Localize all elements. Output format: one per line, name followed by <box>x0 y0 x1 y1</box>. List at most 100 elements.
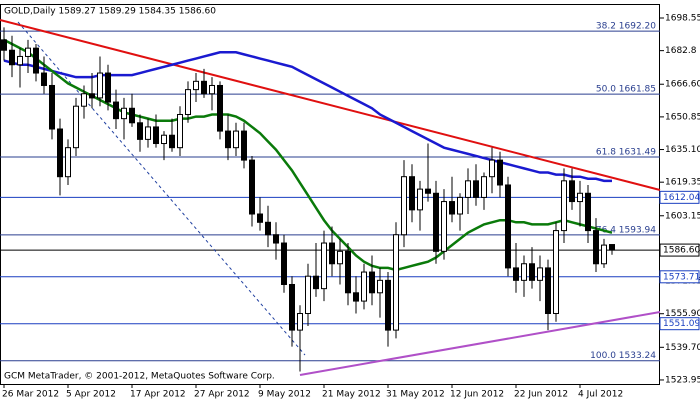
candle-body <box>249 159 255 215</box>
candle-body <box>601 244 607 265</box>
candle-body <box>569 180 575 203</box>
candle-body <box>121 107 127 120</box>
candle-body <box>369 271 375 294</box>
candle-body <box>409 176 415 211</box>
candle-body <box>241 130 247 161</box>
candle-body <box>17 55 23 66</box>
fibo-base-line <box>17 21 306 356</box>
support-trendline <box>299 311 661 376</box>
candle-body <box>217 84 223 132</box>
y-tick-label: 1682.8 <box>665 46 697 56</box>
candle-body <box>337 250 343 265</box>
x-tick-label: 5 Apr 2012 <box>66 390 116 400</box>
candle-body <box>25 47 31 57</box>
price-label: 1612.04 <box>663 193 700 203</box>
candle-body <box>417 188 423 211</box>
candle-body <box>73 105 79 149</box>
candle-body <box>81 93 87 107</box>
candle-body <box>377 279 383 294</box>
x-tick-label: 27 Apr 2012 <box>194 390 250 400</box>
candle-body <box>465 180 471 198</box>
fibo-label: 61.8 1631.49 <box>596 148 656 158</box>
candle-body <box>257 213 263 223</box>
candle-body <box>177 113 183 149</box>
chart-title: GOLD,Daily 1589.27 1589.29 1584.35 1586.… <box>4 7 216 17</box>
y-tick-label: 1635.10 <box>665 145 700 155</box>
candle-body <box>545 267 551 315</box>
candle-body <box>265 221 271 236</box>
candle-body <box>41 72 47 86</box>
candle-body <box>393 234 399 331</box>
price-label-box <box>659 317 700 331</box>
candle-body <box>297 313 303 331</box>
y-tick-label: 1555.90 <box>665 309 700 319</box>
candle-body <box>65 147 71 178</box>
candle-body <box>353 292 359 302</box>
candle-body <box>457 196 463 215</box>
footer: GCM MetaTrader, © 2001-2012, MetaQuotes … <box>4 372 275 382</box>
candle-body <box>537 267 543 281</box>
fibo-label: 100.0 1533.24 <box>590 351 656 361</box>
price-label: 1573.71 <box>663 272 700 282</box>
candle-body <box>593 230 599 265</box>
y-tick-label: 1539.70 <box>665 343 700 353</box>
y-tick-label: 1698.55 <box>665 13 700 23</box>
y-tick-label: 1666.60 <box>665 80 700 90</box>
candle-body <box>441 201 447 252</box>
candle-body <box>345 250 351 294</box>
candle-body <box>553 230 559 315</box>
candle-body <box>321 242 327 290</box>
candle-body <box>505 184 511 269</box>
x-tick-label: 21 May 2012 <box>322 390 381 400</box>
x-tick-label: 26 Mar 2012 <box>2 390 59 400</box>
candle-body <box>329 242 335 265</box>
candle-body <box>129 107 135 124</box>
x-tick-label: 31 May 2012 <box>386 390 445 400</box>
candle-body <box>113 101 119 120</box>
x-tick-label: 12 Jun 2012 <box>450 390 504 400</box>
candle-body <box>33 47 39 74</box>
candle-body <box>521 263 527 281</box>
fibo-label: 50.0 1661.85 <box>596 85 656 95</box>
candle-body <box>305 275 311 315</box>
x-tick-label: 9 May 2012 <box>258 390 311 400</box>
candle-body <box>473 180 479 198</box>
candle-body <box>161 134 167 145</box>
candle-body <box>137 122 143 140</box>
candle-body <box>401 176 407 236</box>
price-label-box <box>659 243 700 257</box>
candle-body <box>273 234 279 244</box>
candle-body <box>185 89 191 115</box>
candle-body <box>513 267 519 281</box>
candle-body <box>233 130 239 149</box>
candle-body <box>609 244 615 251</box>
candle-body <box>449 201 455 215</box>
fibo-label: 76.4 1593.94 <box>596 225 656 235</box>
candle-body <box>281 242 287 285</box>
candle-body <box>49 84 55 130</box>
candle-body <box>289 283 295 331</box>
candle-body <box>57 128 63 178</box>
candle-body <box>105 72 111 103</box>
candle-body <box>385 279 391 331</box>
candle-body <box>209 84 215 95</box>
candle-body <box>1 39 7 51</box>
price-label-box <box>659 270 700 284</box>
candle-body <box>193 80 199 91</box>
candle-body <box>561 180 567 232</box>
candle-body <box>481 176 487 198</box>
price-label: 1551.09 <box>663 319 700 329</box>
x-tick-label: 17 Apr 2012 <box>130 390 186 400</box>
candle-body <box>97 72 103 99</box>
candle-body <box>313 275 319 290</box>
candle-body <box>361 271 367 302</box>
y-tick-label: 1619.35 <box>665 178 700 188</box>
candle-body <box>145 126 151 140</box>
x-tick-label: 22 Jun 2012 <box>514 390 568 400</box>
candle-body <box>497 159 503 186</box>
x-tick-label: 4 Jul 2012 <box>578 390 623 400</box>
resistance-trendline <box>0 19 661 191</box>
price-label-box <box>659 190 700 204</box>
y-tick-label: 1603.15 <box>665 211 700 221</box>
candle-body <box>201 80 207 95</box>
